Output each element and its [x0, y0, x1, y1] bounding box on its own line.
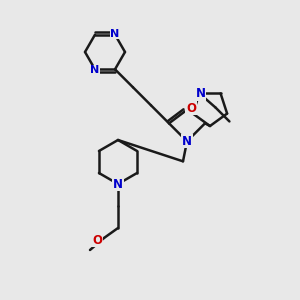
Text: O: O — [92, 233, 102, 247]
Text: N: N — [182, 135, 192, 148]
Text: N: N — [113, 178, 123, 190]
Text: O: O — [186, 102, 196, 115]
Text: N: N — [195, 87, 206, 100]
Text: N: N — [90, 65, 100, 75]
Text: N: N — [110, 29, 120, 39]
